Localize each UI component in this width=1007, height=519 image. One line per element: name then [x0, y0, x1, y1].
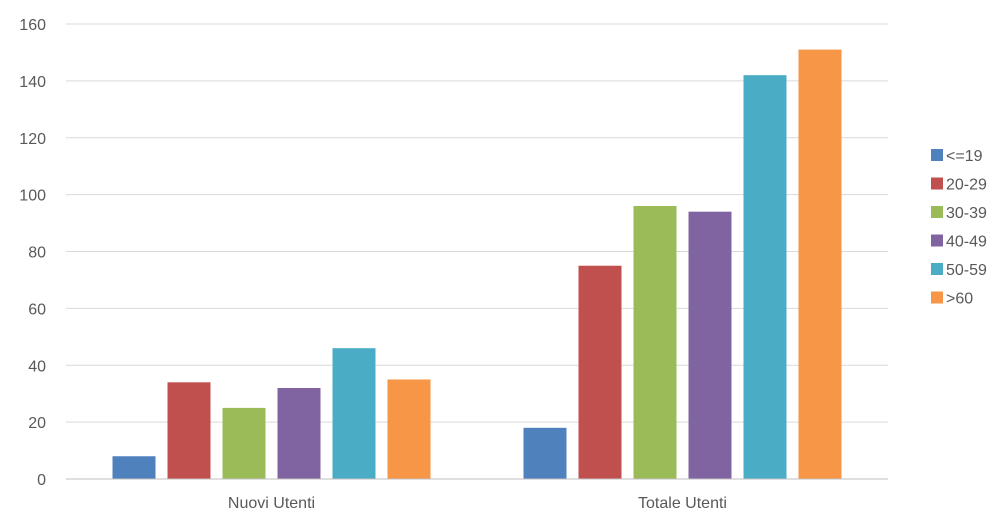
- legend-swatch: [931, 206, 943, 218]
- y-tick-label: 60: [28, 301, 46, 318]
- legend-swatch: [931, 234, 943, 247]
- y-tick-label: 40: [28, 358, 46, 375]
- bar-nuovi-series-3: [277, 388, 321, 479]
- y-tick-label: 100: [19, 188, 46, 205]
- bar-totale-series-0: [523, 427, 567, 479]
- bar-totale-series-1: [578, 265, 622, 479]
- bar-nuovi-series-0: [112, 456, 156, 479]
- bar-totale-series-5: [798, 49, 842, 479]
- bar-totale-series-3: [688, 211, 732, 479]
- legend-label: 50-59: [946, 262, 987, 279]
- y-tick-label: 120: [19, 131, 46, 148]
- legend-label: 30-39: [946, 205, 987, 222]
- y-tick-label: 20: [28, 415, 46, 432]
- x-category-label: Nuovi Utenti: [228, 495, 315, 512]
- legend-label: 20-29: [946, 177, 987, 194]
- legend-swatch: [931, 263, 943, 275]
- y-tick-label: 80: [28, 245, 46, 262]
- gridlines: [66, 23, 888, 423]
- y-tick-label: 140: [19, 74, 46, 91]
- legend-swatch: [931, 149, 943, 161]
- legend-swatch: [931, 291, 943, 304]
- bars: [112, 49, 842, 479]
- y-tick-label: 160: [19, 17, 46, 34]
- y-tick-label: 0: [37, 472, 46, 489]
- x-axis: Nuovi Utenti Totale Utenti: [66, 478, 888, 512]
- legend-label: <=19: [946, 148, 983, 165]
- bar-nuovi-series-5: [387, 379, 431, 479]
- y-axis-tick-labels: 0 20 40 60 80 100 120 140 160: [19, 17, 46, 489]
- bar-totale-series-4: [743, 75, 787, 479]
- legend: <=19 20-29 30-39 40-49 50-59 >60: [931, 148, 987, 308]
- bar-totale-series-2: [633, 206, 677, 479]
- bar-nuovi-series-4: [332, 348, 376, 479]
- legend-label: >60: [946, 291, 973, 308]
- legend-swatch: [931, 177, 943, 190]
- bar-nuovi-series-1: [167, 382, 211, 479]
- x-category-label: Totale Utenti: [638, 495, 727, 512]
- legend-label: 40-49: [946, 234, 987, 251]
- bar-nuovi-series-2: [222, 407, 266, 479]
